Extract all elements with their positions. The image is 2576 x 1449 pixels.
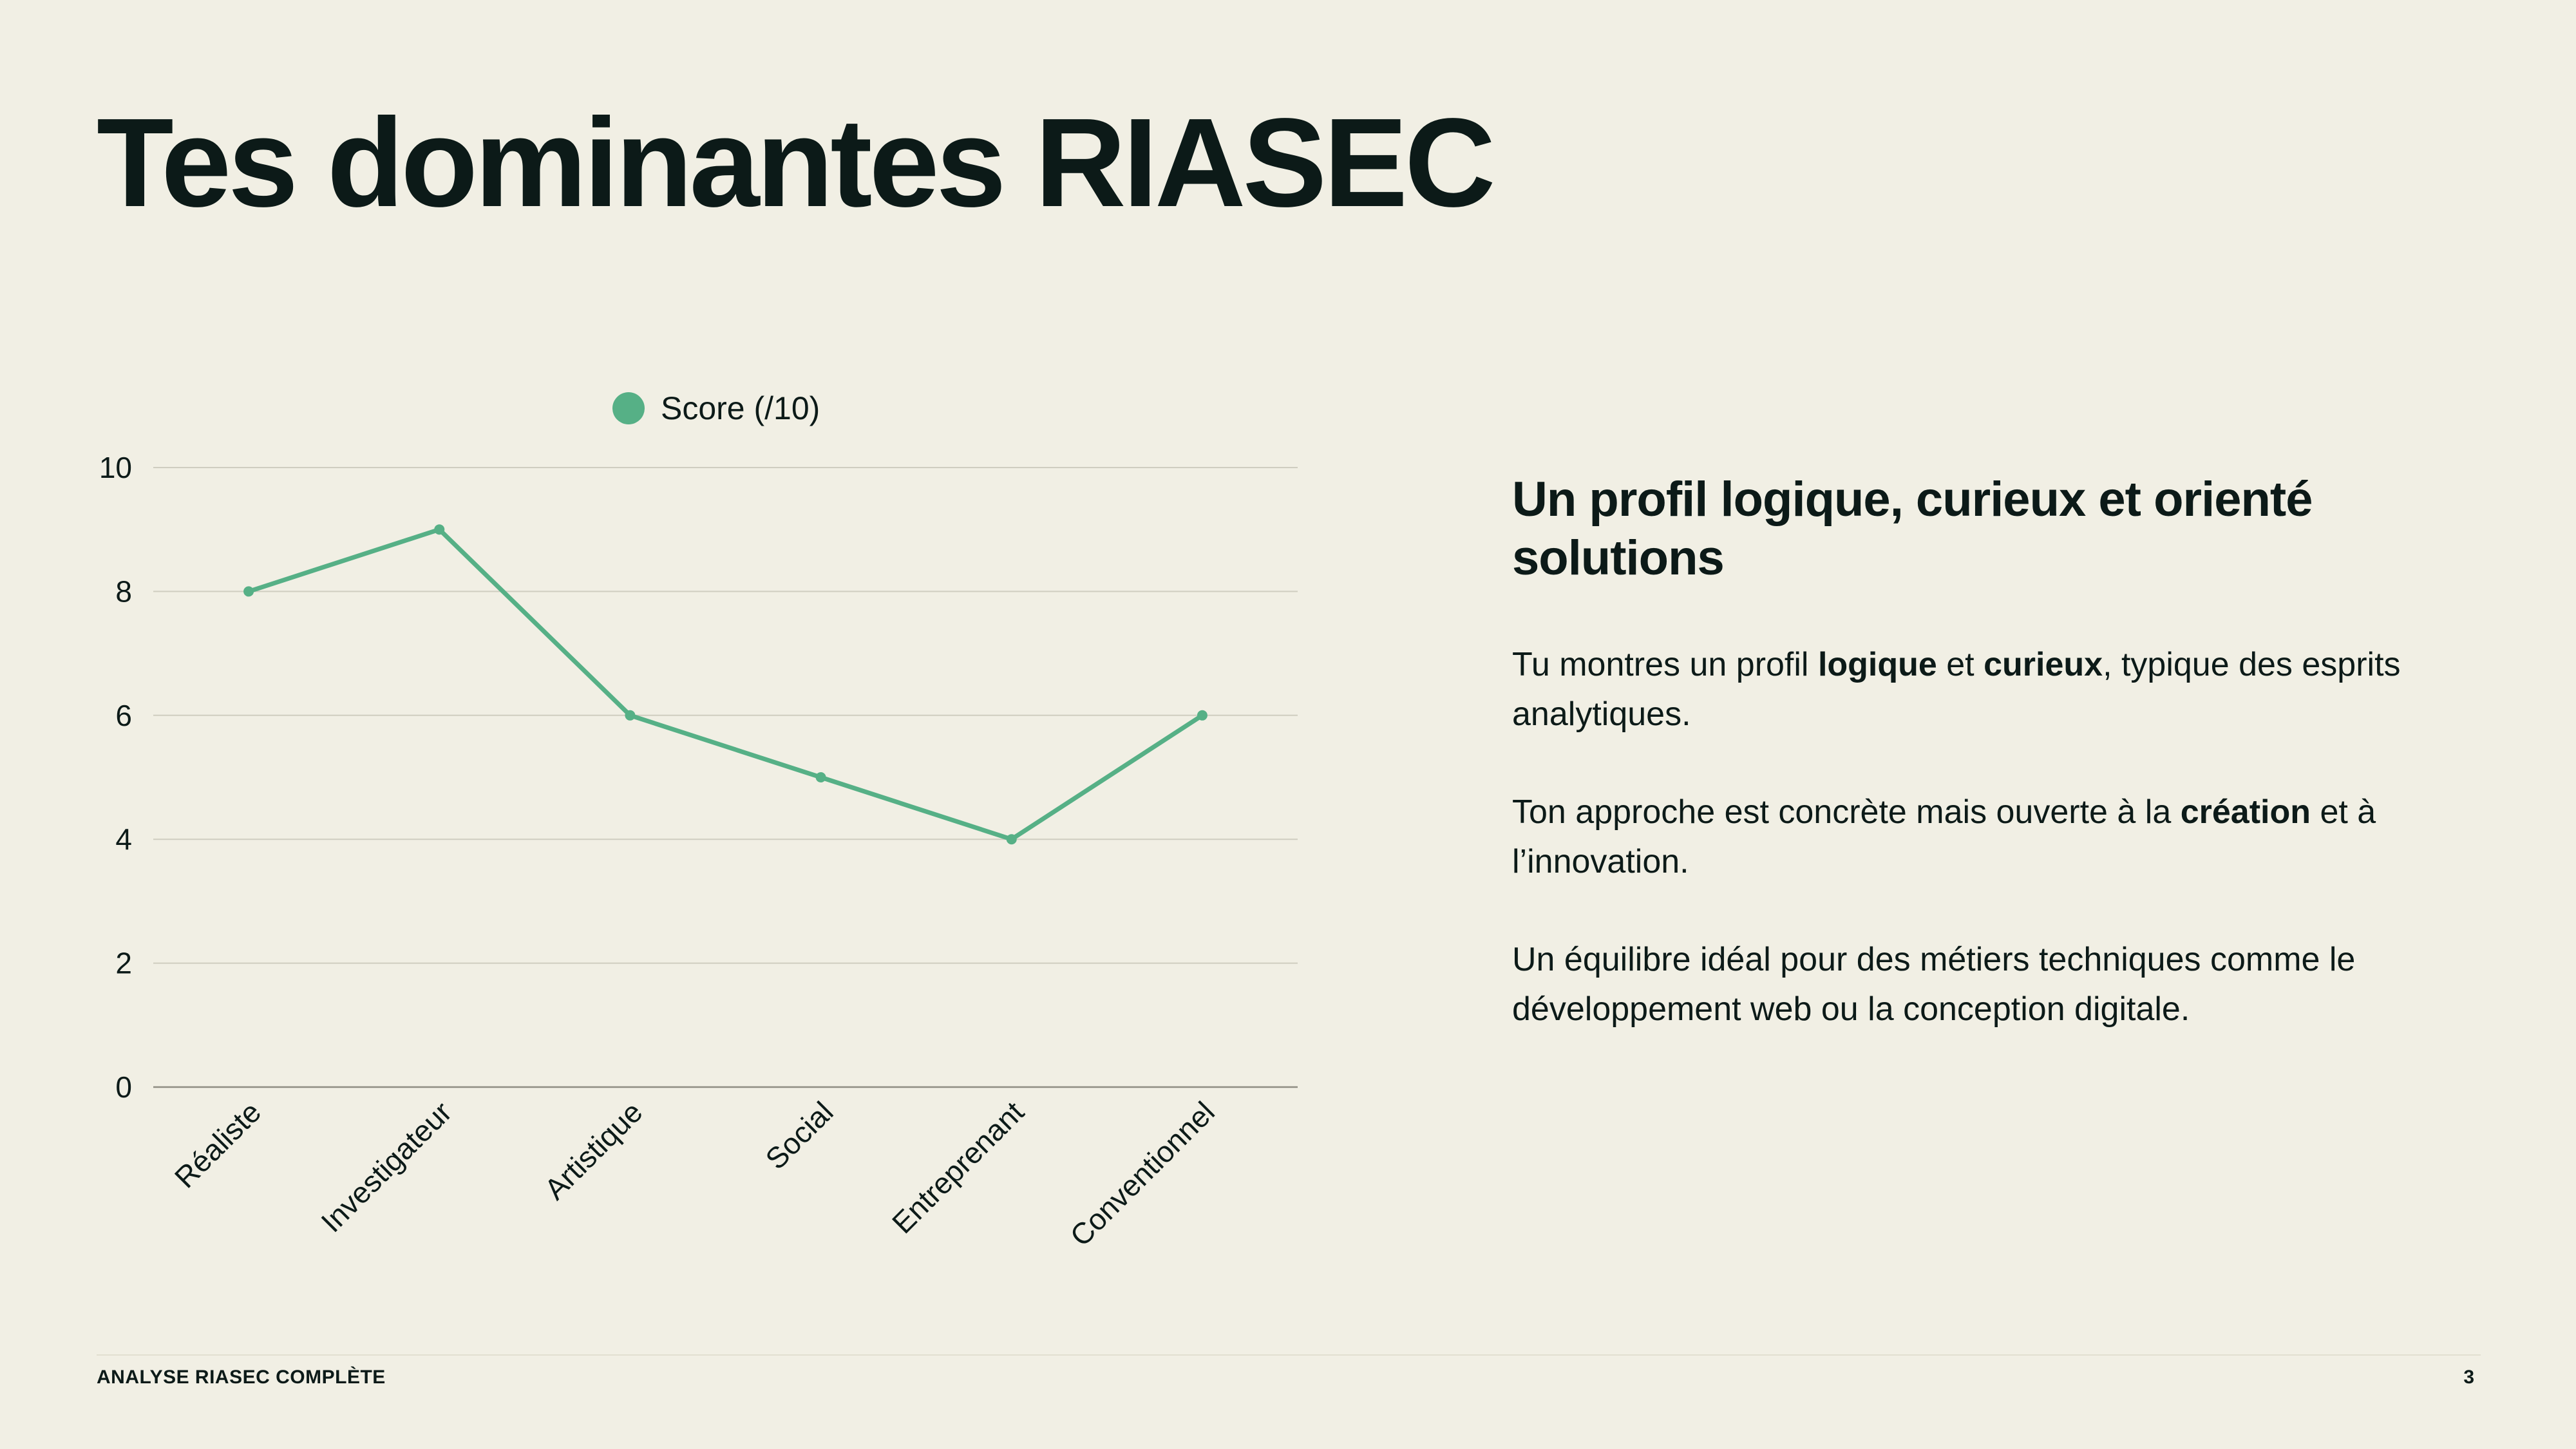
paragraph-text: et — [1937, 646, 1984, 684]
y-tick-label: 6 — [115, 699, 132, 732]
data-point — [434, 524, 445, 535]
data-point — [625, 710, 636, 721]
paragraph-text: Un équilibre idéal pour des métiers tech… — [1512, 941, 2356, 1028]
profile-paragraph: Tu montres un profil logique et curieux,… — [1512, 640, 2491, 739]
paragraph-text: , typique des esprits analytiques. — [1512, 646, 2401, 734]
x-tick-label: Entreprenant — [886, 1095, 1030, 1240]
legend-label: Score (/10) — [661, 390, 820, 426]
profile-heading: Un profil logique, curieux et orienté so… — [1512, 472, 2313, 586]
x-tick-label: Investigateur — [314, 1095, 458, 1238]
data-point — [1197, 710, 1208, 721]
data-point — [1006, 834, 1017, 845]
series-line — [246, 527, 1205, 842]
page-title: Tes dominantes RIASEC — [97, 92, 1496, 233]
x-tick-label: Conventionnel — [1063, 1095, 1221, 1253]
data-point — [815, 772, 826, 782]
y-tick-label: 8 — [115, 574, 132, 608]
profile-paragraph: Un équilibre idéal pour des métiers tech… — [1512, 935, 2491, 1034]
emphasis-text: création — [2180, 793, 2311, 831]
y-tick-label: 10 — [99, 451, 132, 484]
profile-paragraphs: Tu montres un profil logique et curieux,… — [1512, 640, 2491, 1034]
legend-marker — [612, 392, 645, 424]
page-number: 3 — [2463, 1367, 2474, 1388]
profile-paragraph: Ton approche est concrète mais ouverte à… — [1512, 788, 2491, 887]
profile-summary-panel: Un profil logique, curieux et orienté so… — [1512, 470, 2491, 1083]
y-tick-label: 0 — [115, 1070, 132, 1104]
paragraph-text: Tu montres un profil — [1512, 646, 1818, 684]
x-tick-label: Artistique — [538, 1095, 649, 1206]
paragraph-text: et à l’innovation. — [1512, 793, 2376, 881]
y-tick-label: 2 — [115, 947, 132, 980]
x-tick-label: Social — [759, 1095, 839, 1175]
riasec-line-chart: 0 2 4 6 8 10 Réaliste Investigateur Artistique So… — [99, 390, 1298, 1253]
y-tick-label: 4 — [115, 822, 132, 856]
emphasis-text: logique — [1817, 646, 1937, 684]
footer-label: ANALYSE RIASEC COMPLÈTE — [97, 1367, 386, 1388]
data-point — [243, 586, 254, 597]
paragraph-text: Ton approche est concrète mais ouverte à… — [1512, 793, 2181, 831]
x-tick-label: Réaliste — [168, 1095, 267, 1194]
footer-divider — [97, 1354, 2481, 1356]
emphasis-text: curieux — [1984, 646, 2103, 684]
